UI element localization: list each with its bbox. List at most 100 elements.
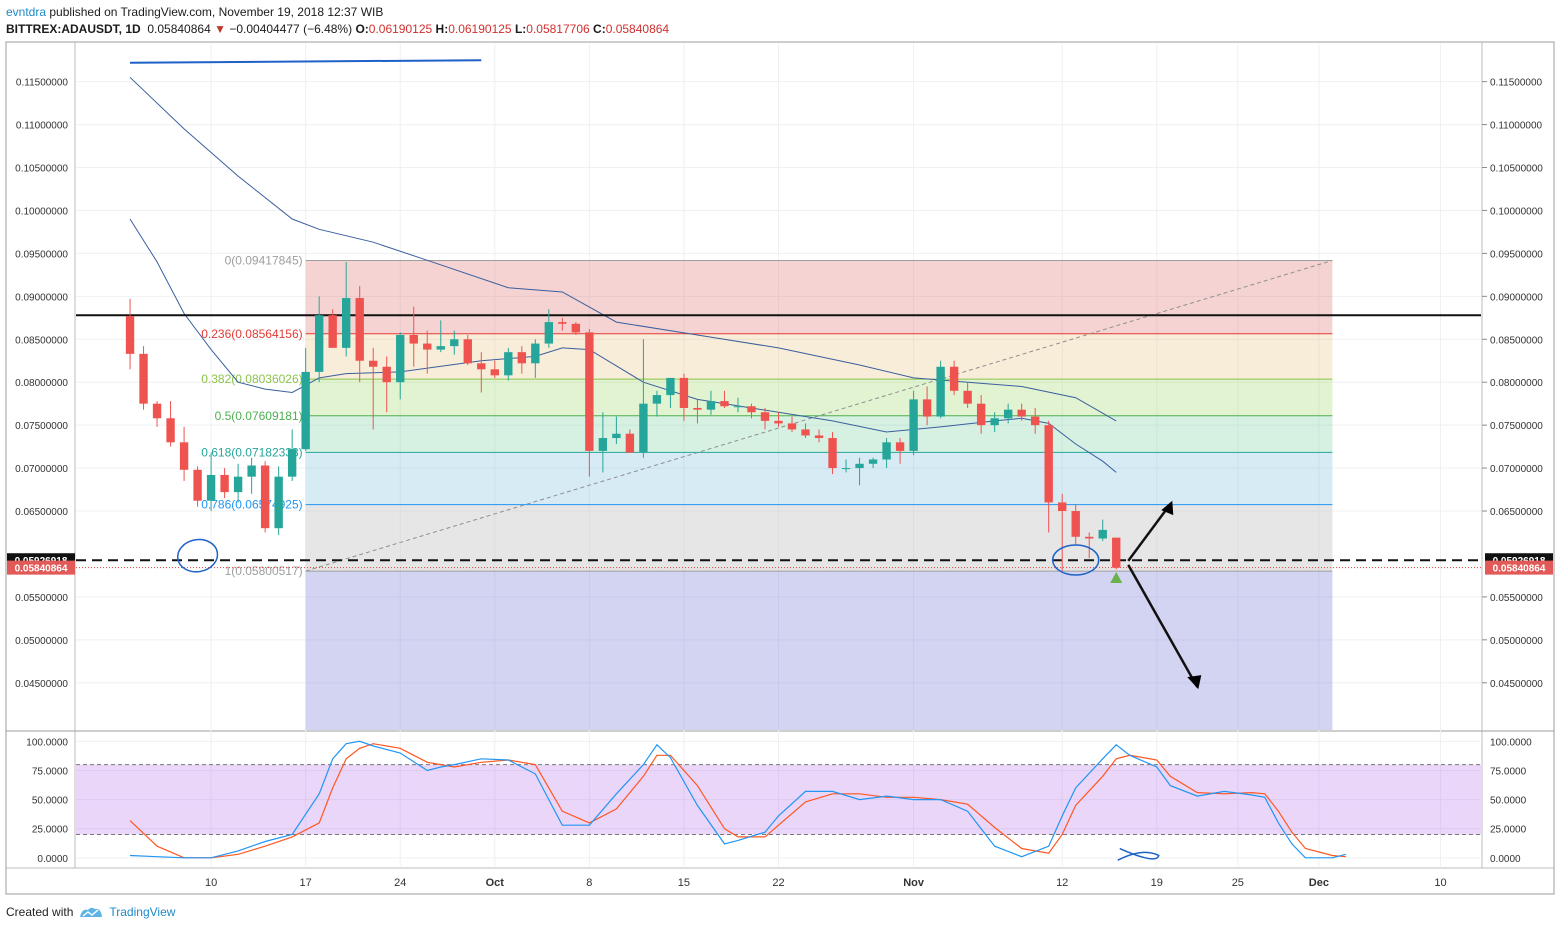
candle-down xyxy=(260,465,270,529)
axis-labels: 0.04500000 0.04500000 0.05000000 0.05000000… xyxy=(15,78,1543,889)
candle-up xyxy=(531,343,540,364)
price-tick-label-left: 0.09000000 xyxy=(15,292,68,303)
candle-up xyxy=(666,377,675,396)
time-tick-label: 22 xyxy=(772,877,784,889)
candle-down xyxy=(490,369,499,376)
price-tick-label-right: 0.07000000 xyxy=(1490,464,1543,475)
close-value: 0.05840864 xyxy=(605,22,670,36)
fib-zone xyxy=(305,571,1333,730)
candle-down xyxy=(814,435,824,439)
high-value: 0.06190125 xyxy=(448,22,512,36)
price-change: −0.00404477 (−6.48%) xyxy=(229,22,353,36)
candle-down xyxy=(720,401,729,407)
candle-up xyxy=(855,463,864,469)
candle-down xyxy=(166,418,175,443)
candle-down xyxy=(895,442,905,451)
candle-down xyxy=(152,403,162,419)
candle-up xyxy=(990,418,999,426)
candle-down xyxy=(1044,425,1053,503)
price-tick-label-right: 0.05000000 xyxy=(1490,636,1543,647)
osc-tick-label-right: 50.0000 xyxy=(1490,796,1527,807)
candle-down xyxy=(369,360,378,367)
time-tick-label: 10 xyxy=(1434,877,1446,889)
publish-text: published on TradingView.com, November 1… xyxy=(49,5,384,19)
time-tick-label: 15 xyxy=(678,877,690,889)
candle-down xyxy=(355,298,364,361)
price-tick-label-left: 0.06500000 xyxy=(15,507,68,518)
candle-down xyxy=(949,366,959,391)
open-label: O: xyxy=(355,22,369,36)
osc-band xyxy=(76,764,1481,835)
price-tick-label-left: 0.10000000 xyxy=(15,206,68,217)
tradingview-logo-icon xyxy=(80,907,103,917)
price-tick-label-right: 0.07500000 xyxy=(1490,421,1543,432)
up-arrow-line xyxy=(1127,503,1172,562)
candle-up xyxy=(868,459,878,464)
fib-level-label: 0.382(0.08036026) xyxy=(201,372,302,386)
osc-tick-label-right: 0.0000 xyxy=(1490,854,1521,865)
tradingview-link[interactable]: TradingView xyxy=(109,905,176,919)
moving-averages xyxy=(129,59,1117,473)
close-label: C: xyxy=(593,22,606,36)
last-price-tag-left-text: 0.05840864 xyxy=(15,564,68,575)
symbol-legend: BITTREX:ADAUSDT, 1D 0.05840864 ▼ −0.0040… xyxy=(6,22,669,36)
candle-up xyxy=(598,438,608,451)
last-price-tag-right-text: 0.05840864 xyxy=(1493,564,1546,575)
fib-trend-line xyxy=(305,259,1333,572)
candle-down xyxy=(179,442,189,470)
time-tick-label: Nov xyxy=(903,877,925,889)
symbol-label: BITTREX:ADAUSDT, 1D xyxy=(6,22,141,36)
candle-down xyxy=(774,420,783,424)
price-tick-label-left: 0.05500000 xyxy=(15,593,68,604)
candle-up xyxy=(396,334,405,383)
candle-down xyxy=(423,343,432,350)
candle-up xyxy=(436,346,445,350)
fib-level-label: 0.236(0.08564156) xyxy=(201,327,302,341)
candle-up xyxy=(504,352,513,376)
price-tick-label-right: 0.11500000 xyxy=(1490,78,1543,89)
price-tick-label-right: 0.04500000 xyxy=(1490,679,1543,690)
osc-circle-annotation xyxy=(1117,847,1160,861)
low-value: 0.05817706 xyxy=(526,22,590,36)
price-tick-label-right: 0.10500000 xyxy=(1490,164,1543,175)
candle-down xyxy=(125,316,135,354)
fib-zone xyxy=(305,260,1333,334)
moving-average-fast xyxy=(129,218,1117,473)
stoch-rsi-pane: 0.0000 0.0000 25.0000 25.0000 50.0000 50.0000… xyxy=(26,737,1532,865)
price-tick-label-left: 0.07000000 xyxy=(15,464,68,475)
fib-level-label: 0.5(0.07609181) xyxy=(215,409,303,423)
candle-down xyxy=(1112,537,1121,568)
time-tick-label: 24 xyxy=(394,877,406,889)
low-label: L: xyxy=(514,22,527,36)
candle-down xyxy=(1058,502,1067,512)
candle-down xyxy=(1085,536,1094,539)
price-tick-label-right: 0.05500000 xyxy=(1490,593,1543,604)
osc-tick-label-right: 75.0000 xyxy=(1490,766,1527,777)
candle-up xyxy=(247,465,256,477)
high-label: H: xyxy=(435,22,449,36)
candle-down xyxy=(747,406,756,413)
moving-average-slow xyxy=(129,76,1117,422)
fib-retracement[interactable]: 0(0.09417845) 0.236(0.08564156) 0.382(0.08… xyxy=(201,253,1333,730)
candle-down xyxy=(1017,409,1026,417)
price-tick-label-right: 0.09500000 xyxy=(1490,249,1543,260)
signal-triangle-icon xyxy=(1110,572,1123,584)
time-tick-label: 17 xyxy=(300,877,312,889)
down-arrow-head xyxy=(1187,675,1202,690)
candle-up xyxy=(652,395,662,404)
author-link[interactable]: evntdra xyxy=(6,5,47,19)
candle-up xyxy=(612,433,621,439)
footer: Created with TradingView xyxy=(6,905,175,919)
last-price: 0.05840864 xyxy=(147,22,211,36)
price-tick-label-left: 0.10500000 xyxy=(15,164,68,175)
fib-level-label: 0.618(0.07182333) xyxy=(201,445,302,459)
price-tick-label-left: 0.04500000 xyxy=(15,679,68,690)
gridlines xyxy=(76,43,1481,866)
candle-down xyxy=(976,403,986,426)
osc-tick-label-left: 100.0000 xyxy=(26,737,68,748)
candle-up xyxy=(706,401,716,410)
candle-up xyxy=(909,399,918,451)
chart-frame xyxy=(5,41,1555,895)
